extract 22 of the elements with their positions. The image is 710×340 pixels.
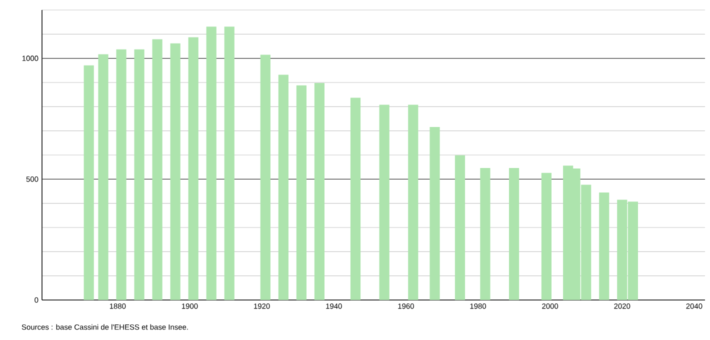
- bar: [278, 74, 288, 300]
- bar: [134, 49, 144, 300]
- bar: [454, 155, 466, 300]
- bar: [224, 26, 234, 300]
- bar: [379, 104, 390, 300]
- bar: [314, 82, 325, 300]
- bar: [480, 168, 490, 300]
- bar: [430, 126, 440, 300]
- bar: [541, 172, 552, 300]
- bar: [206, 26, 216, 300]
- bar: [170, 43, 180, 300]
- bar: [260, 54, 270, 300]
- bar: [188, 37, 198, 300]
- bar: [599, 192, 610, 300]
- bar: [350, 98, 361, 300]
- bar: [152, 39, 162, 300]
- bar: [84, 65, 94, 300]
- bar: [508, 168, 520, 300]
- bar: [296, 85, 306, 300]
- bar: [98, 54, 108, 300]
- bar: [408, 104, 418, 300]
- bar: [116, 49, 126, 300]
